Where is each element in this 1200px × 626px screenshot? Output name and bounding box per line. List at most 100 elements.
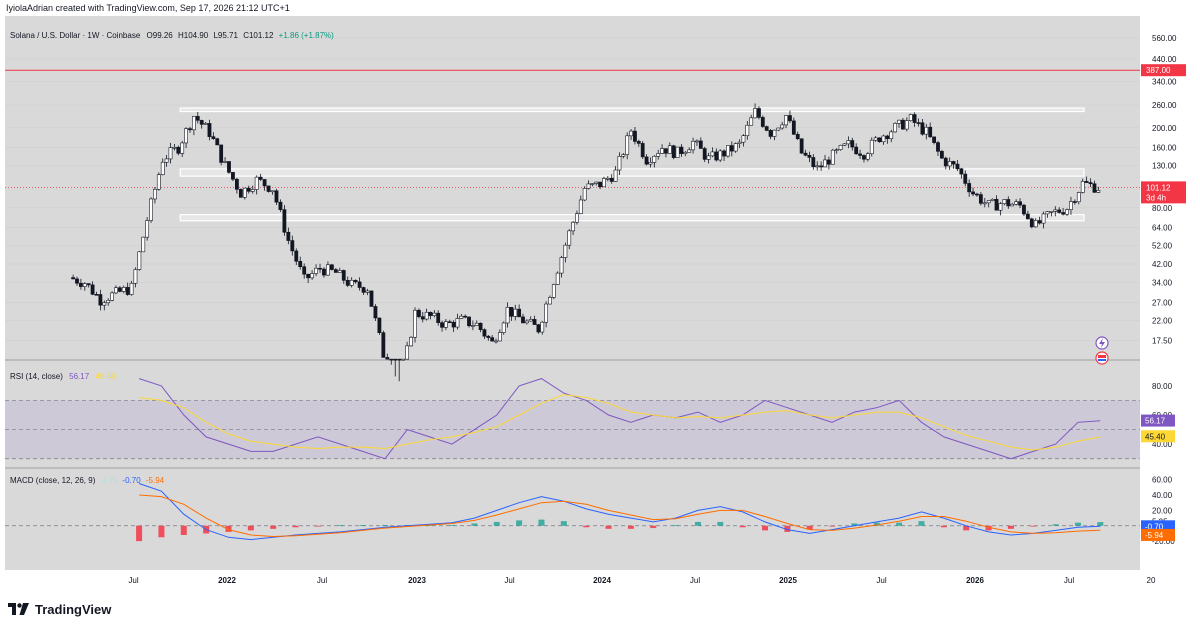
candle-body — [223, 161, 227, 163]
candle-body — [365, 290, 370, 293]
macd-histogram-bar — [1030, 525, 1037, 527]
candlestick-series[interactable] — [71, 103, 1101, 382]
credit-text: IyiolaAdrian created with TradingView.co… — [6, 3, 290, 13]
candle-body — [594, 181, 599, 184]
macd-histogram-bar — [762, 525, 769, 531]
candle-body — [1037, 220, 1042, 224]
candle-body — [702, 148, 707, 160]
candle-body — [586, 183, 591, 189]
candle-body — [149, 198, 153, 221]
candle-body — [333, 269, 338, 273]
candle-body — [432, 312, 437, 316]
candle-body — [613, 169, 618, 182]
candle-body — [904, 120, 909, 130]
macd-histogram-bar — [985, 525, 992, 531]
candle-body — [137, 251, 142, 270]
candle-body — [729, 145, 734, 152]
candle-body — [733, 143, 738, 152]
macd-histogram-bar — [806, 525, 813, 530]
candle-body — [629, 130, 633, 137]
candle-body — [924, 126, 929, 135]
candle-body — [571, 221, 575, 232]
candle-body — [424, 311, 429, 320]
candle-body — [967, 183, 972, 193]
candle-body — [598, 181, 602, 188]
candle-body — [936, 142, 940, 152]
time-axis-background — [5, 570, 1200, 590]
candle-body — [428, 311, 433, 316]
candle-body — [706, 155, 711, 160]
candle-body — [172, 146, 177, 149]
last-price-badge-bg — [1141, 181, 1186, 204]
candle-body — [102, 302, 107, 306]
price-tick-label: 260.00 — [1152, 101, 1177, 110]
horizontal-line-387[interactable] — [5, 69, 1140, 188]
candle-body — [420, 316, 425, 320]
candle-body — [889, 131, 894, 140]
candle-body — [865, 153, 870, 160]
flag-event-icon[interactable] — [1095, 351, 1109, 365]
candle-body — [227, 161, 231, 173]
candle-body — [306, 273, 311, 279]
rsi-ma-value: 45.40 — [95, 372, 116, 381]
candle-body — [329, 264, 334, 270]
candle-body — [823, 159, 827, 168]
candle-body — [82, 283, 87, 287]
macd-signal-badge: -5.94 — [1145, 531, 1164, 540]
candle-body — [955, 163, 960, 170]
candle-body — [737, 141, 742, 144]
macd-legend[interactable]: MACD (close, 12, 26, 9) 4.75 -0.70 -5.94 — [10, 476, 165, 485]
candle-body — [803, 152, 808, 156]
candle-body — [389, 358, 394, 361]
macd-histogram-bar — [516, 520, 523, 526]
rsi-legend[interactable]: RSI (14, close) 56.17 45.40 — [10, 372, 116, 381]
symbol-legend[interactable]: Solana / U.S. Dollar · 1W · Coinbase O99… — [10, 31, 334, 40]
macd-histogram-bar — [694, 521, 701, 526]
rsi-value-badge: 56.17 — [1145, 417, 1166, 426]
candle-body — [106, 300, 111, 304]
chart-svg[interactable]: 560.00 440.00 340.00 260.00 200.00 160.00 130.… — [5, 16, 1200, 590]
candle-body — [262, 179, 267, 187]
macd-histogram-bar — [963, 525, 970, 531]
candle-body — [971, 191, 975, 195]
chart-area[interactable]: 560.00 440.00 340.00 260.00 200.00 160.00 130.… — [5, 16, 1200, 590]
candle-body — [928, 126, 933, 138]
lightning-alert-icon[interactable] — [1095, 336, 1109, 350]
macd-histogram-bar — [314, 525, 321, 527]
time-axis[interactable]: Jul 2022 Jul 2023 Jul 2024 Jul 2025 Jul 2026 Jul 20 — [128, 576, 1156, 585]
price-tick-label: 34.00 — [1152, 279, 1173, 288]
candle-body — [79, 282, 83, 287]
macd-histogram-bar — [784, 525, 791, 532]
candle-body — [274, 190, 279, 203]
candle-body — [337, 270, 342, 273]
rsi-ma-badge-bg — [1141, 430, 1175, 443]
candle-body — [764, 126, 769, 131]
tradingview-brand[interactable]: TradingView — [8, 600, 111, 618]
candle-body — [753, 108, 757, 119]
price-tick-label: 160.00 — [1152, 143, 1177, 152]
price-tick-label: 17.50 — [1152, 337, 1173, 346]
candle-body — [877, 137, 882, 143]
price-tick-label: 130.00 — [1152, 161, 1177, 170]
candle-body — [698, 140, 703, 149]
macd-signal-value: -5.94 — [146, 476, 165, 485]
candle-body — [536, 324, 541, 333]
candle-body — [129, 282, 134, 295]
rsi-tick-label: 40.00 — [1152, 440, 1173, 449]
macd-series-signal — [139, 494, 1101, 538]
candle-body — [1049, 211, 1054, 213]
price-badge-387: 387.00 — [1146, 66, 1171, 75]
candle-body — [282, 209, 287, 233]
candle-body — [513, 308, 518, 317]
candle-body — [862, 155, 866, 160]
candle-body — [94, 294, 99, 296]
macd-histogram-bar — [717, 521, 724, 526]
candle-body — [1025, 213, 1030, 220]
macd-histogram-bar — [225, 525, 232, 532]
macd-histogram-bar — [1097, 522, 1104, 526]
candle-body — [349, 279, 354, 286]
candle-body — [405, 345, 410, 360]
candle-body — [1053, 209, 1058, 212]
